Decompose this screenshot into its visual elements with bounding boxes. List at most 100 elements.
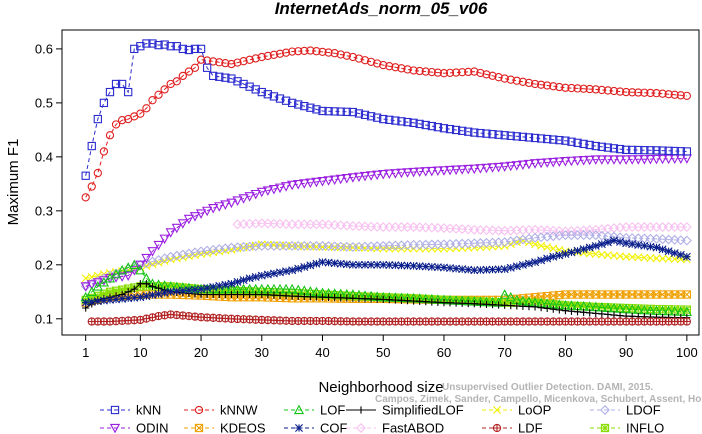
data-point	[263, 270, 272, 279]
data-point	[445, 124, 455, 134]
data-point	[505, 161, 516, 172]
data-point	[99, 296, 108, 305]
data-point	[336, 259, 345, 268]
legend-swatch-marker	[357, 406, 365, 414]
data-point	[555, 82, 564, 92]
data-point	[549, 82, 558, 91]
data-point	[622, 239, 631, 248]
data-point	[397, 296, 406, 304]
data-point	[633, 155, 644, 165]
data-point	[530, 79, 540, 89]
data-point	[664, 90, 673, 99]
data-point	[464, 67, 473, 77]
data-point	[172, 287, 181, 296]
data-point	[573, 84, 582, 93]
data-point	[105, 87, 115, 97]
data-point	[323, 176, 334, 186]
data-point	[682, 305, 692, 314]
data-point	[409, 297, 418, 305]
data-point	[596, 155, 607, 165]
data-point	[270, 291, 278, 299]
data-point	[256, 187, 267, 198]
data-point	[324, 293, 333, 302]
data-point	[640, 253, 649, 262]
legend-swatch-marker	[356, 423, 366, 433]
data-point	[124, 87, 133, 97]
series-COF	[81, 236, 691, 307]
data-point	[591, 141, 600, 151]
data-point	[470, 67, 479, 76]
data-point	[312, 105, 321, 114]
data-point	[385, 62, 394, 71]
data-point	[499, 289, 510, 299]
data-point	[524, 259, 533, 268]
x-tick-label: 70	[497, 345, 511, 360]
data-point	[318, 258, 327, 267]
data-point	[451, 68, 461, 77]
data-point	[457, 224, 468, 235]
data-point	[561, 136, 570, 145]
data-point	[675, 235, 686, 246]
data-point	[111, 120, 121, 129]
data-point	[439, 124, 449, 133]
data-point	[366, 112, 376, 121]
data-point	[628, 145, 637, 155]
x-tick-label: 20	[194, 345, 208, 360]
data-point	[657, 234, 668, 245]
legend-swatch-marker	[600, 423, 610, 433]
data-point	[342, 107, 351, 116]
data-point	[177, 219, 188, 229]
data-point	[481, 163, 492, 174]
data-point	[312, 47, 321, 56]
data-point	[300, 292, 308, 301]
data-point	[330, 49, 339, 58]
data-point	[469, 164, 480, 175]
data-point	[488, 265, 497, 274]
data-point	[280, 182, 292, 192]
data-point	[148, 291, 157, 300]
data-point	[511, 161, 522, 171]
legend-item-LDF: LDF	[482, 421, 543, 434]
data-point	[221, 280, 230, 289]
data-point	[543, 304, 551, 313]
x-tick-label: 1	[82, 345, 89, 360]
data-point	[548, 225, 559, 236]
data-point	[438, 223, 449, 234]
data-point	[282, 292, 290, 300]
data-point	[288, 266, 297, 275]
x-tick-label: 30	[255, 345, 269, 360]
data-point	[252, 290, 260, 299]
data-point	[300, 262, 309, 271]
legend-swatch-marker	[109, 423, 121, 434]
legend-label: COF	[320, 421, 348, 434]
data-point	[287, 47, 297, 56]
data-point	[281, 96, 291, 105]
data-point	[379, 114, 388, 124]
data-point	[318, 47, 327, 57]
data-point	[482, 265, 491, 274]
data-point	[458, 68, 467, 77]
data-point	[361, 260, 370, 269]
data-point	[494, 265, 503, 274]
data-point	[86, 280, 97, 290]
data-point	[408, 167, 419, 178]
data-point	[452, 264, 461, 273]
data-point	[494, 130, 503, 139]
data-point	[590, 230, 601, 241]
data-point	[640, 88, 649, 97]
data-point	[663, 234, 674, 245]
data-point	[567, 248, 576, 257]
data-point	[197, 285, 206, 294]
data-point	[379, 260, 388, 269]
x-tick-label: 10	[133, 345, 147, 360]
data-point	[440, 299, 448, 307]
data-point	[578, 156, 589, 166]
data-point	[681, 222, 692, 233]
data-point	[446, 264, 455, 273]
data-point	[597, 240, 606, 249]
data-point	[221, 73, 230, 82]
data-point	[609, 144, 619, 153]
data-point	[306, 293, 314, 301]
data-point	[640, 146, 649, 155]
data-point	[507, 302, 515, 310]
